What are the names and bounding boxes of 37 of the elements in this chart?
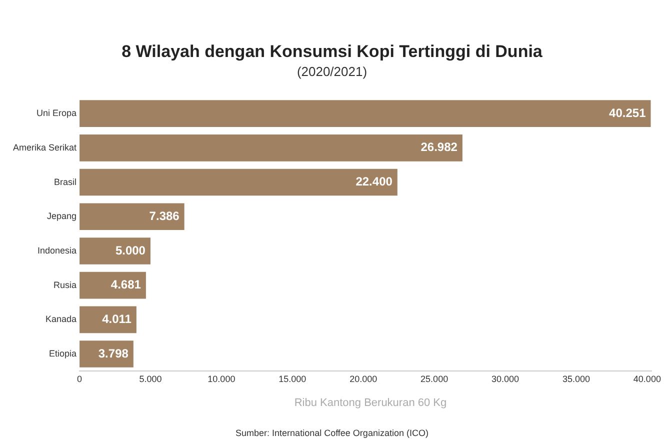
x-tick-label: 0 — [77, 374, 82, 384]
data-label: 7.386 — [149, 208, 180, 223]
x-tick-label: 10.000 — [208, 374, 236, 384]
x-tick-label: 15.000 — [278, 374, 306, 384]
bar — [80, 168, 398, 196]
text: Sumber: International Coffee Organization (ICO) — [234, 428, 430, 438]
data-label: 4.011 — [102, 312, 132, 326]
y-tick-label: Uni Eropa — [36, 108, 77, 118]
bar — [80, 100, 651, 127]
bar — [80, 134, 462, 162]
chart-subtitle: (2020/2021) — [296, 64, 368, 79]
y-tick-label: Indonesia — [37, 245, 77, 256]
data-label: 4.681 — [110, 278, 142, 292]
x-tick-label: 35.000 — [562, 374, 590, 384]
bar — [80, 203, 184, 230]
bar — [80, 340, 134, 368]
y-tick-label: Etiopia — [48, 348, 77, 359]
bar — [80, 238, 150, 264]
x-tick-label: 30.000 — [492, 374, 520, 384]
x-tick-label: 20.000 — [350, 374, 378, 384]
data-label: 3.798 — [98, 346, 129, 360]
bar — [80, 306, 136, 334]
y-tick-label: Rusia — [54, 280, 77, 290]
x-tick-label: 5.000 — [139, 374, 162, 384]
x-axis-title: Ribu Kantong Berukuran 60 Kg — [293, 397, 448, 409]
y-tick-label: Kanada — [45, 314, 77, 324]
x-tick-label: 25.000 — [420, 374, 448, 384]
data-label: 22.400 — [356, 174, 393, 189]
x-tick-label: 40.000 — [633, 374, 661, 384]
bar — [80, 272, 146, 299]
data-label: 26.982 — [420, 140, 458, 154]
data-label: 5.000 — [115, 243, 146, 258]
y-tick-label: Jepang — [46, 211, 77, 222]
y-tick-label: Amerika Serikat — [12, 142, 78, 152]
chart-title: 8 Wilayah dengan Konsumsi Kopi Tertinggi di Dunia — [120, 42, 544, 62]
y-tick-label: Brasil — [54, 176, 77, 187]
data-label: 40.251 — [609, 106, 646, 120]
